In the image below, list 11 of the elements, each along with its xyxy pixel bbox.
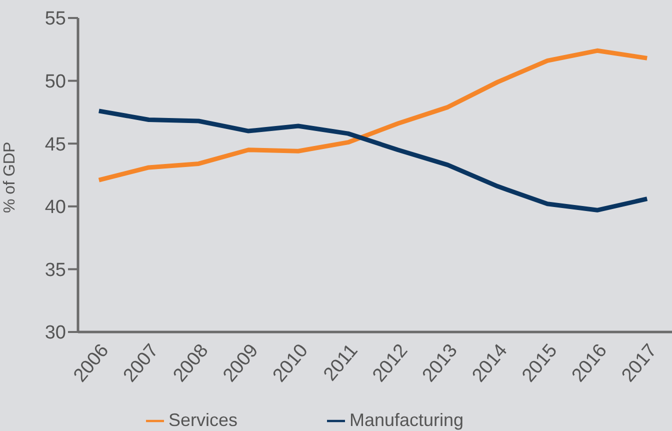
y-tick-label: 50: [44, 72, 66, 93]
y-tick-label: 55: [44, 8, 66, 30]
y-tick-label: 45: [44, 134, 66, 156]
y-axis-title: % of GDP: [2, 142, 19, 213]
y-tick-label: 35: [44, 260, 66, 281]
legend-label: Services: [168, 410, 238, 430]
line-series: [96, 108, 650, 212]
line-series: [96, 48, 650, 182]
y-tick-label: 30: [44, 322, 66, 344]
y-tick-label: 40: [44, 197, 66, 218]
legend-label: Manufacturing: [349, 410, 464, 430]
